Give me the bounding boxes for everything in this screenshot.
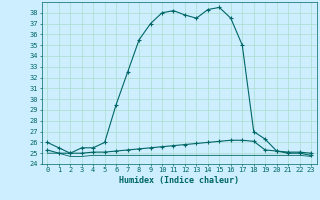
X-axis label: Humidex (Indice chaleur): Humidex (Indice chaleur) [119,176,239,185]
